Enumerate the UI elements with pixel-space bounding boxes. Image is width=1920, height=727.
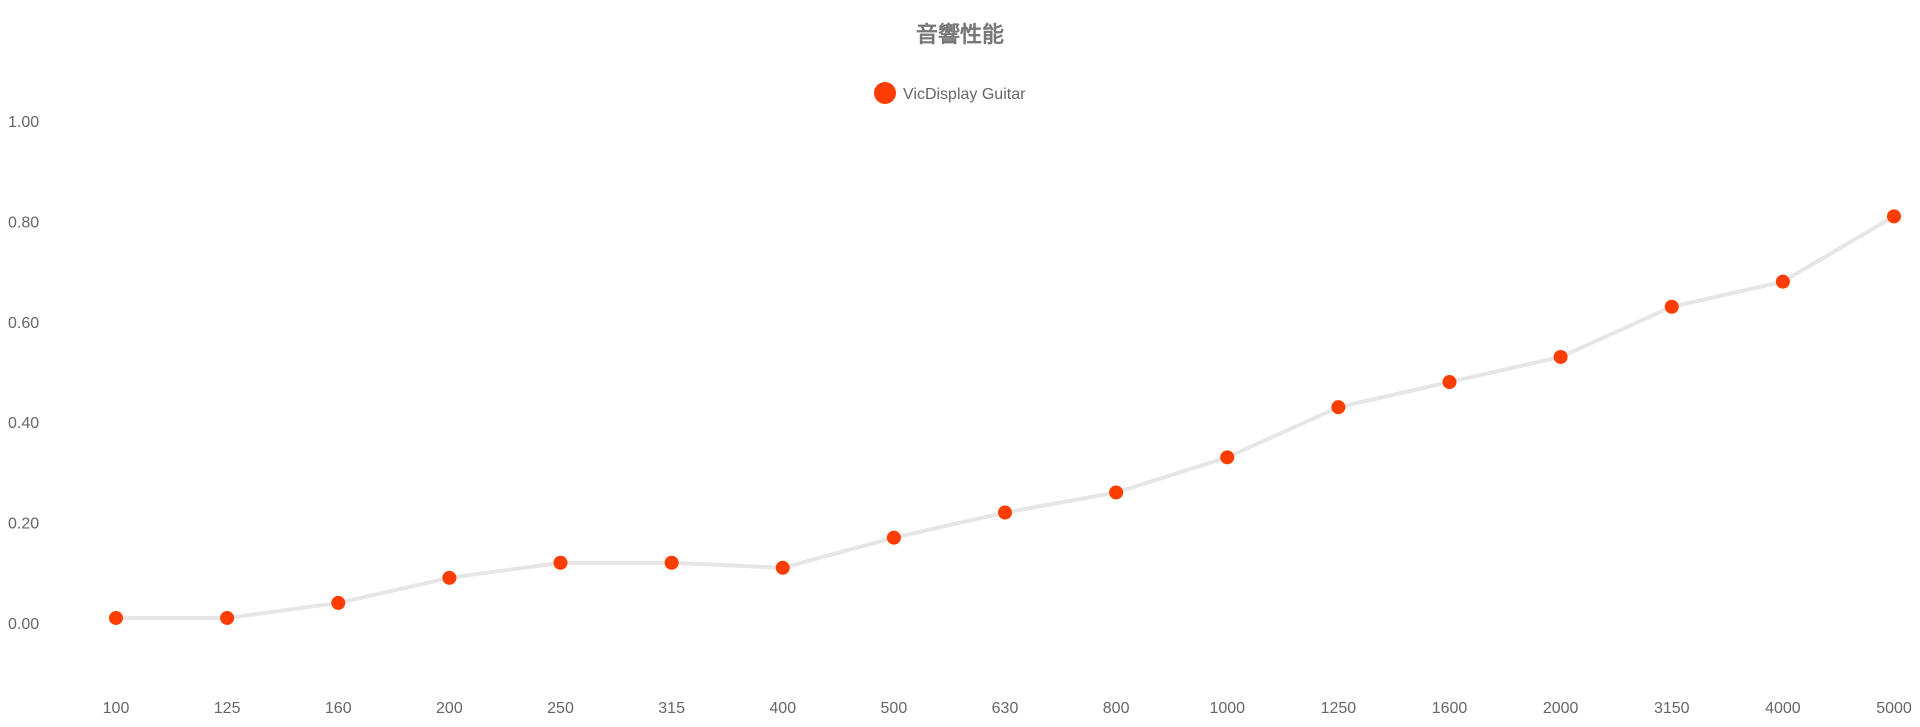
data-point[interactable] bbox=[109, 610, 123, 625]
x-tick-label: 630 bbox=[992, 700, 1019, 717]
x-tick-label: 500 bbox=[881, 700, 908, 717]
data-point[interactable] bbox=[1109, 485, 1124, 500]
data-point[interactable] bbox=[553, 555, 568, 570]
data-point[interactable] bbox=[998, 505, 1012, 520]
x-tick-label: 315 bbox=[658, 700, 685, 717]
chart-title: 音響性能 bbox=[916, 22, 1004, 47]
x-tick-label: 800 bbox=[1103, 700, 1130, 717]
y-tick-label: 0.40 bbox=[8, 415, 39, 432]
x-tick-label: 100 bbox=[103, 700, 130, 717]
data-point[interactable] bbox=[1553, 349, 1568, 364]
x-tick-label: 4000 bbox=[1765, 700, 1801, 717]
y-tick-label: 0.00 bbox=[8, 616, 39, 633]
x-tick-label: 160 bbox=[325, 700, 352, 717]
data-point[interactable] bbox=[442, 570, 457, 585]
y-tick-label: 0.60 bbox=[8, 315, 39, 332]
data-point[interactable] bbox=[331, 595, 346, 610]
x-tick-label: 1250 bbox=[1321, 700, 1357, 717]
x-tick-label: 1600 bbox=[1432, 700, 1468, 717]
data-point[interactable] bbox=[1331, 400, 1346, 415]
plot-area bbox=[109, 209, 1901, 625]
x-tick-label: 125 bbox=[214, 700, 241, 717]
y-tick-label: 0.80 bbox=[8, 214, 39, 231]
data-point[interactable] bbox=[220, 610, 235, 625]
y-axis: 0.00 0.20 0.40 0.60 0.80 1.00 bbox=[8, 114, 39, 633]
series-line bbox=[116, 214, 1896, 620]
data-point[interactable] bbox=[1220, 450, 1235, 465]
data-point[interactable] bbox=[664, 555, 679, 570]
x-tick-label: 5000 bbox=[1876, 700, 1912, 717]
data-point[interactable] bbox=[1664, 299, 1679, 314]
data-point[interactable] bbox=[886, 530, 901, 545]
data-point[interactable] bbox=[1887, 209, 1901, 224]
data-point[interactable] bbox=[1775, 274, 1790, 289]
y-tick-label: 0.20 bbox=[8, 516, 39, 533]
legend-label: VicDisplay Guitar bbox=[903, 86, 1026, 103]
legend-marker bbox=[874, 82, 896, 104]
y-tick-label: 1.00 bbox=[8, 114, 39, 131]
x-tick-label: 2000 bbox=[1543, 700, 1579, 717]
data-point[interactable] bbox=[1442, 375, 1457, 390]
legend[interactable]: VicDisplay Guitar bbox=[874, 82, 1026, 104]
x-tick-label: 250 bbox=[547, 700, 574, 717]
x-axis: 100 125 160 200 250 315 400 500 630 800 1000 1250 16… bbox=[103, 700, 1912, 717]
data-point[interactable] bbox=[775, 560, 790, 575]
x-tick-label: 200 bbox=[436, 700, 463, 717]
x-tick-label: 3150 bbox=[1654, 700, 1690, 717]
x-tick-label: 1000 bbox=[1209, 700, 1245, 717]
x-tick-label: 400 bbox=[769, 700, 796, 717]
